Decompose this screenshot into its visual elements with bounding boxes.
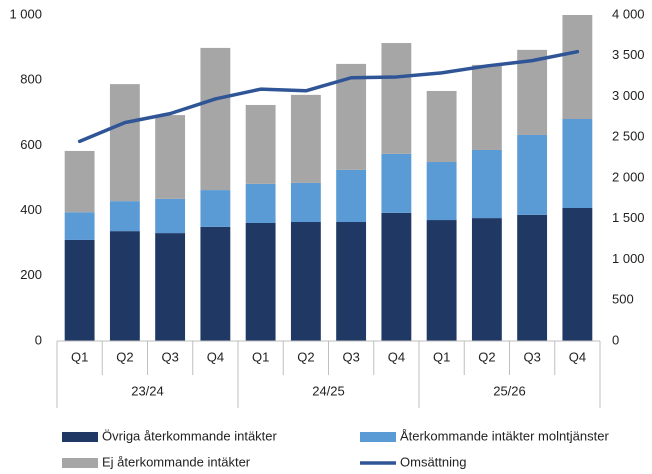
bar-segment bbox=[562, 118, 593, 208]
bar-segment bbox=[155, 233, 186, 341]
legend-swatch bbox=[360, 432, 396, 442]
bar-segment bbox=[381, 43, 412, 154]
y-tick-label: 400 bbox=[20, 202, 42, 217]
y2-tick-label: 3 000 bbox=[612, 88, 645, 103]
x-tick-label: Q2 bbox=[478, 349, 495, 364]
y-tick-label: 600 bbox=[20, 137, 42, 152]
legend-label: Återkommande intäkter molntjänster bbox=[400, 428, 609, 443]
y2-tick-label: 0 bbox=[612, 332, 619, 347]
y2-tick-label: 500 bbox=[612, 292, 634, 307]
y2-tick-label: 2 000 bbox=[612, 169, 645, 184]
bar-segment bbox=[471, 64, 502, 150]
bar-segment bbox=[471, 218, 502, 341]
y-tick-label: 1 000 bbox=[9, 6, 42, 21]
bar-segment bbox=[290, 94, 321, 183]
bar-segment bbox=[562, 207, 593, 341]
y-tick-label: 0 bbox=[35, 332, 42, 347]
bar-segment bbox=[290, 222, 321, 341]
group-label: 25/26 bbox=[493, 383, 526, 398]
line-series bbox=[77, 49, 580, 144]
legend-swatch bbox=[62, 432, 98, 442]
legend-swatch bbox=[62, 458, 98, 468]
bar-segment bbox=[517, 134, 548, 215]
x-tick-label: Q4 bbox=[207, 349, 224, 364]
bar-segment bbox=[290, 182, 321, 223]
bar-segment bbox=[336, 169, 367, 223]
bar-segment bbox=[426, 220, 457, 341]
bar-segment bbox=[245, 183, 276, 223]
y2-tick-label: 2 500 bbox=[612, 129, 645, 144]
bar-segment bbox=[155, 198, 186, 234]
bar-segment bbox=[200, 226, 231, 341]
bar-segment bbox=[381, 212, 412, 341]
bar-segment bbox=[336, 222, 367, 341]
x-tick-label: Q1 bbox=[433, 349, 450, 364]
y2-tick-label: 1 000 bbox=[612, 251, 645, 266]
bar-segment bbox=[426, 162, 457, 221]
bar-segment bbox=[381, 153, 412, 213]
legend-label: Övriga återkommande intäkter bbox=[102, 428, 278, 443]
legend-label: Omsättning bbox=[400, 454, 466, 469]
bar-segment bbox=[562, 15, 593, 119]
bar-segment bbox=[245, 104, 276, 184]
x-tick-label: Q4 bbox=[388, 349, 405, 364]
y2-tick-label: 1 500 bbox=[612, 210, 645, 225]
bar-segment bbox=[109, 84, 140, 202]
group-label: 23/24 bbox=[131, 383, 164, 398]
bar-segment bbox=[200, 47, 231, 191]
bar-segment bbox=[64, 150, 95, 213]
bar-segment bbox=[109, 201, 140, 232]
bar-segment bbox=[517, 214, 548, 341]
x-tick-label: Q3 bbox=[523, 349, 540, 364]
y-tick-label: 200 bbox=[20, 267, 42, 282]
x-tick-label: Q2 bbox=[297, 349, 314, 364]
x-tick-label: Q1 bbox=[71, 349, 88, 364]
x-tick-label: Q1 bbox=[252, 349, 269, 364]
bar-segment bbox=[245, 222, 276, 341]
bar-segment bbox=[109, 231, 140, 341]
bar-segment bbox=[426, 90, 457, 163]
bar-segment bbox=[155, 115, 186, 199]
bar-segment bbox=[64, 212, 95, 240]
x-tick-label: Q4 bbox=[569, 349, 586, 364]
y-tick-label: 800 bbox=[20, 72, 42, 87]
bar-segment bbox=[517, 49, 548, 135]
x-tick-label: Q3 bbox=[161, 349, 178, 364]
bar-segment bbox=[471, 149, 502, 219]
bar-segment bbox=[200, 190, 231, 227]
x-tick-label: Q2 bbox=[116, 349, 133, 364]
group-label: 24/25 bbox=[312, 383, 345, 398]
y2-tick-label: 3 500 bbox=[612, 47, 645, 62]
y2-tick-label: 4 000 bbox=[612, 6, 645, 21]
bar-segment bbox=[64, 239, 95, 341]
x-tick-label: Q3 bbox=[342, 349, 359, 364]
legend-label: Ej återkommande intäkter bbox=[102, 454, 251, 469]
